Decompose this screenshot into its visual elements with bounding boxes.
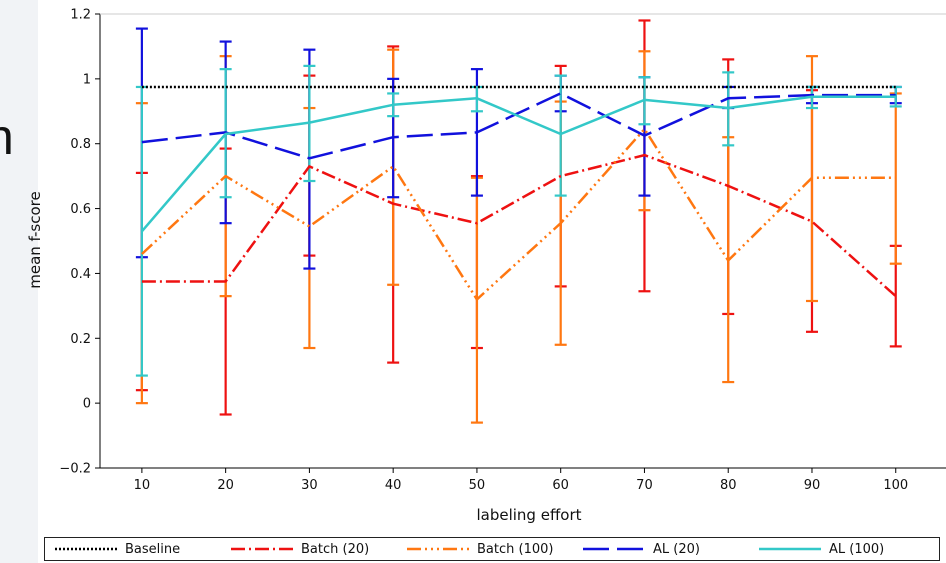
y-tick-label: 0.4	[70, 267, 91, 282]
al-20-line	[141, 92, 896, 160]
y-tick-label: 1	[83, 72, 91, 87]
y-tick-label: 0	[83, 397, 91, 412]
y-tick-label: 0.6	[70, 202, 91, 217]
y-tick-label: 0.2	[70, 332, 91, 347]
y-axis-title: mean f-score	[26, 191, 44, 289]
legend: Baseline Batch (20) Batch (100) AL (20) …	[44, 537, 940, 561]
legend-label-batch-20: Batch (20)	[301, 541, 370, 557]
y-tick-label: 1.2	[70, 8, 91, 23]
legend-item-baseline: Baseline	[55, 541, 180, 557]
x-tick-label: 20	[217, 478, 234, 493]
x-tick-label: 80	[720, 478, 737, 493]
y-tick-label: −0.2	[59, 462, 91, 477]
x-axis: 10 20 30 40 50 60 70 80 90 100	[134, 468, 908, 493]
legend-swatch-batch-100	[407, 547, 469, 551]
legend-label-batch-100: Batch (100)	[477, 541, 554, 557]
legend-label-al-20: AL (20)	[653, 541, 700, 557]
x-tick-label: 30	[301, 478, 318, 493]
left-side-strip: n	[0, 0, 38, 563]
x-tick-label: 60	[552, 478, 569, 493]
legend-item-batch-100: Batch (100)	[407, 541, 553, 557]
x-tick-label: 90	[804, 478, 821, 493]
legend-swatch-batch-20	[231, 547, 293, 551]
legend-label-baseline: Baseline	[125, 541, 181, 557]
legend-swatch-al-100	[759, 547, 821, 551]
legend-item-batch-20: Batch (20)	[231, 541, 369, 557]
plot-area	[100, 14, 946, 468]
legend-label-al-100: AL (100)	[829, 541, 885, 557]
x-tick-label: 50	[469, 478, 486, 493]
batch-100-line	[141, 127, 896, 301]
x-tick-label: 40	[385, 478, 402, 493]
x-tick-label: 70	[636, 478, 653, 493]
y-tick-label: 0.8	[70, 137, 91, 152]
side-glyph: n	[0, 108, 14, 166]
legend-item-al-100: AL (100)	[759, 541, 884, 557]
legend-item-al-20: AL (20)	[583, 541, 700, 557]
x-tick-label: 10	[134, 478, 151, 493]
x-axis-title: labeling effort	[476, 506, 581, 524]
legend-swatch-baseline	[55, 547, 117, 551]
legend-swatch-al-20	[583, 547, 645, 551]
y-axis: −0.2 0 0.2 0.4 0.6 0.8 1 1.2	[59, 8, 100, 477]
al-100-line	[140, 95, 896, 233]
x-tick-label: 100	[883, 478, 908, 493]
chart: 10 20 30 40 50 60 70 80 90 100 −0.2 0 0.2 0.4 0.6 0.8 1…	[26, 8, 946, 524]
batch-20-line	[141, 153, 897, 298]
